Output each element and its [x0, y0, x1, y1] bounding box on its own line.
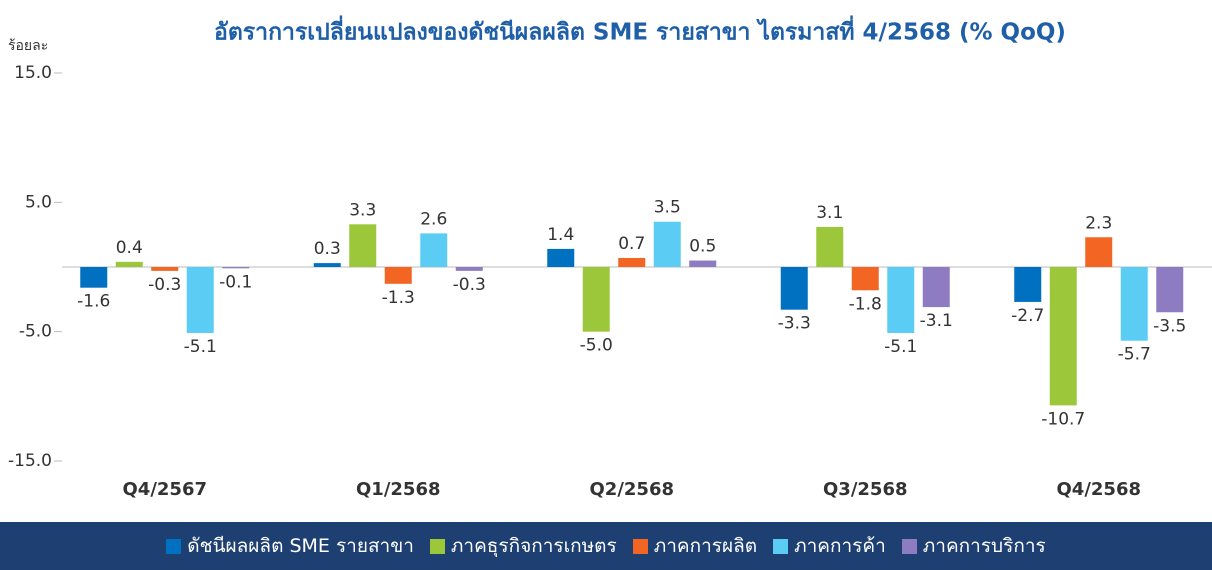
legend-swatch	[632, 538, 648, 554]
bar	[186, 267, 214, 333]
legend-swatch	[773, 538, 789, 554]
bar	[653, 221, 681, 267]
chart: อัตราการเปลี่ยนแปลงของดัชนีผลผลิต SME รา…	[8, 15, 1212, 500]
data-label: -1.8	[849, 294, 882, 314]
data-label: -3.5	[1153, 316, 1186, 336]
bar	[887, 267, 915, 333]
legend-label: ภาคการบริการ	[922, 535, 1046, 557]
x-tick-label: Q4/2568	[1057, 479, 1142, 500]
data-label: -5.0	[580, 336, 613, 356]
bar	[780, 267, 808, 310]
bar	[151, 267, 179, 271]
legend-swatch	[901, 538, 917, 554]
data-label: 2.6	[420, 209, 447, 229]
data-label: 0.7	[618, 234, 645, 254]
y-tick-label: -15.0	[8, 451, 52, 471]
bar	[851, 267, 879, 291]
x-tick-label: Q1/2568	[356, 479, 441, 500]
data-label: -5.7	[1118, 345, 1151, 365]
legend-swatch	[429, 538, 445, 554]
bar	[1085, 237, 1113, 267]
bar	[816, 226, 844, 267]
data-label: -10.7	[1041, 409, 1085, 429]
y-tick-label: 5.0	[25, 192, 52, 212]
bar	[1120, 267, 1148, 341]
legend-label: ดัชนีผลผลิต SME รายสาขา	[187, 535, 414, 557]
data-label: -3.1	[920, 311, 953, 331]
data-label: -0.3	[453, 275, 486, 295]
bar	[313, 263, 341, 267]
data-label: 3.1	[816, 203, 843, 223]
data-label: -0.1	[219, 272, 252, 292]
data-label: -1.6	[77, 292, 110, 312]
bar	[618, 257, 646, 267]
bar	[1049, 267, 1077, 406]
data-label: -5.1	[884, 337, 917, 357]
chart-title: อัตราการเปลี่ยนแปลงของดัชนีผลผลิต SME รา…	[214, 15, 1066, 46]
bar	[384, 267, 412, 284]
bar	[420, 233, 448, 267]
legend-item: ภาคการค้า	[773, 531, 886, 561]
x-tick-label: Q3/2568	[823, 479, 908, 500]
bar	[349, 224, 377, 267]
data-label: 3.5	[654, 198, 681, 218]
legend: ดัชนีผลผลิต SME รายสาขา ภาคธุรกิจการเกษตร…	[0, 522, 1212, 570]
bar	[222, 267, 250, 269]
legend-label: ภาคการผลิต	[653, 535, 758, 557]
y-axis-label: ร้อยละ	[8, 38, 48, 54]
data-label: -3.3	[778, 314, 811, 334]
bar	[1156, 267, 1184, 313]
legend-item: ดัชนีผลผลิต SME รายสาขา	[166, 531, 414, 561]
data-label: -5.1	[184, 337, 217, 357]
bar	[922, 267, 950, 308]
legend-item: ภาคการผลิต	[632, 531, 758, 561]
bar	[115, 261, 143, 267]
bar	[80, 267, 108, 288]
data-label: 0.4	[116, 238, 143, 258]
data-label: -1.3	[382, 288, 415, 308]
bar	[689, 260, 717, 267]
legend-label: ภาคธุรกิจการเกษตร	[450, 535, 617, 557]
data-label: 3.3	[349, 200, 376, 220]
legend-item: ภาคธุรกิจการเกษตร	[429, 531, 617, 561]
legend-swatch	[166, 538, 182, 554]
data-label: 2.3	[1085, 213, 1112, 233]
x-tick-label: Q4/2567	[123, 479, 208, 500]
bar	[582, 267, 610, 332]
data-label: 0.3	[314, 239, 341, 259]
data-label: 1.4	[547, 225, 574, 245]
x-tick-label: Q2/2568	[590, 479, 675, 500]
data-label: 0.5	[689, 237, 716, 257]
bar	[1014, 267, 1042, 302]
legend-item: ภาคการบริการ	[901, 531, 1046, 561]
bar	[455, 267, 483, 271]
data-label: -2.7	[1011, 306, 1044, 326]
data-label: -0.3	[148, 275, 181, 295]
bar	[547, 248, 575, 267]
legend-label: ภาคการค้า	[794, 535, 886, 557]
y-tick-label: 15.0	[14, 63, 52, 83]
y-tick-label: -5.0	[19, 322, 52, 342]
